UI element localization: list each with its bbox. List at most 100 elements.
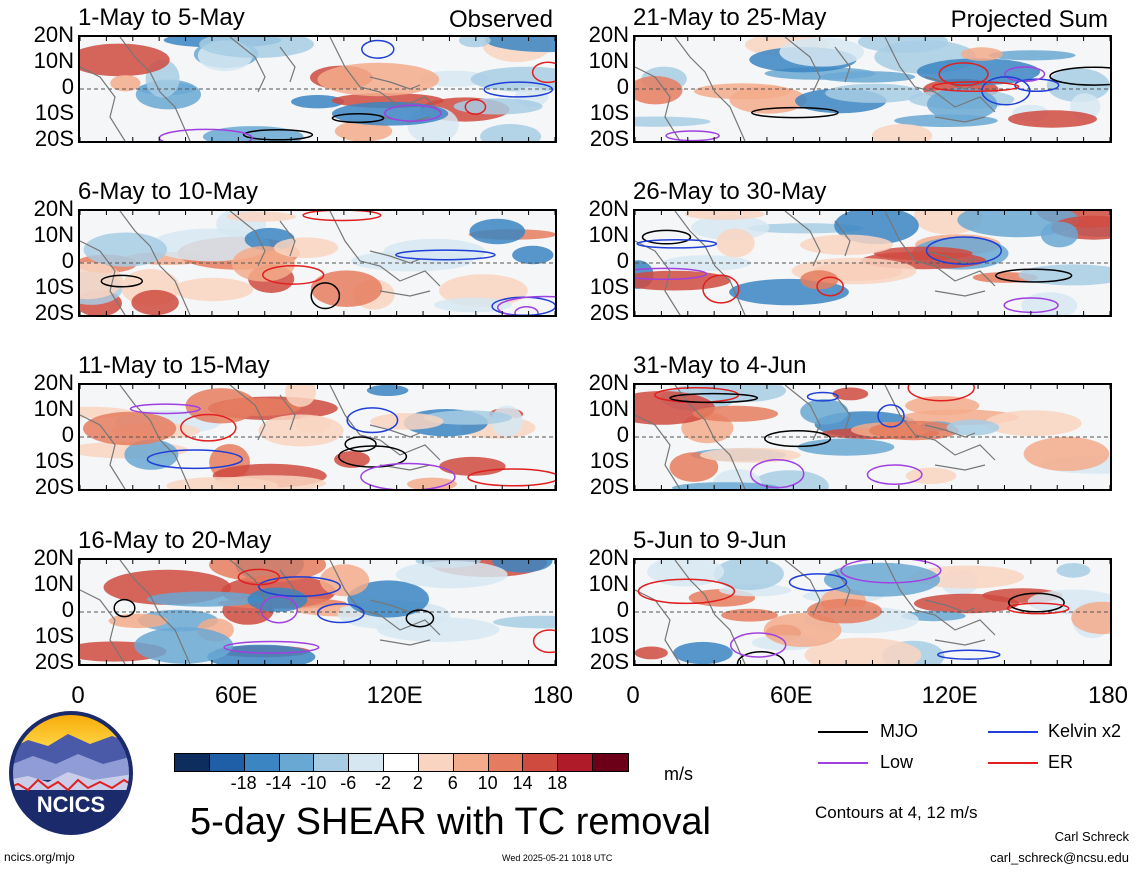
shear-map xyxy=(80,560,555,664)
latitude-label: 20S xyxy=(589,300,629,325)
legend-mjo-line xyxy=(818,731,868,733)
latitude-label: 10N xyxy=(33,48,74,73)
panel-title: 31-May to 4-Jun xyxy=(633,352,807,379)
latitude-label: 20N xyxy=(33,22,74,47)
colorbar-tick-label: -6 xyxy=(340,773,357,793)
panel-title: 1-May to 5-May xyxy=(78,4,245,31)
map-panel xyxy=(78,558,557,666)
shear-map xyxy=(80,37,555,141)
latitude-label: 10N xyxy=(588,48,629,73)
latitude-label: 20S xyxy=(589,649,629,674)
contours-note: Contours at 4, 12 m/s xyxy=(815,803,978,822)
longitude-label: 120E xyxy=(921,682,978,709)
legend-er-line xyxy=(988,762,1038,764)
panel-tag: Projected Sum xyxy=(950,6,1108,33)
map-panel xyxy=(633,209,1112,317)
map-panel xyxy=(78,35,557,143)
ncics-logo: NCICS xyxy=(8,710,134,836)
shear-map xyxy=(635,211,1110,315)
panel-tag: Observed xyxy=(448,6,553,33)
latitude-label: 10S xyxy=(589,274,629,299)
colorbar-cell xyxy=(349,754,385,771)
latitude-label: 20N xyxy=(588,196,629,221)
map-panel xyxy=(633,558,1112,666)
ncics-logo-icon: NCICS xyxy=(9,711,133,835)
latitude-label: 20N xyxy=(33,196,74,221)
footer-site: ncics.org/mjo xyxy=(4,850,75,864)
colorbar-cell xyxy=(175,754,210,771)
colorbar-tick-label: -10 xyxy=(300,773,327,793)
latitude-label: 10N xyxy=(588,222,629,247)
colorbar-tick-label: 10 xyxy=(477,773,498,793)
colorbar-cell xyxy=(384,754,419,771)
colorbar-cell xyxy=(209,754,245,771)
longitude-label: 60E xyxy=(769,682,813,709)
latitude-label: 0 xyxy=(61,248,74,273)
latitude-label: 10S xyxy=(589,100,629,125)
colorbar-tick-label: -2 xyxy=(375,773,392,793)
legend-low-label: Low xyxy=(880,752,914,772)
latitude-label: 10N xyxy=(588,571,629,596)
latitude-label: 0 xyxy=(61,597,74,622)
legend-kelvin-label: Kelvin x2 xyxy=(1048,721,1122,741)
latitude-label: 10N xyxy=(588,396,629,421)
latitude-label: 20N xyxy=(588,545,629,570)
panel-title: 11-May to 15-May xyxy=(78,352,270,379)
shear-map xyxy=(635,560,1110,664)
colorbar-tick-label: 14 xyxy=(512,773,533,793)
colorbar-cell xyxy=(418,754,454,771)
longitude-label: 180 xyxy=(1087,682,1129,709)
latitude-label: 0 xyxy=(61,74,74,99)
colorbar-cell xyxy=(279,754,315,771)
latitude-label: 10S xyxy=(34,100,74,125)
panel-title: 21-May to 25-May xyxy=(633,4,827,31)
panel-title: 5-Jun to 9-Jun xyxy=(633,527,787,554)
colorbar xyxy=(174,753,629,772)
longitude-label: 60E xyxy=(214,682,258,709)
colorbar-cell xyxy=(558,754,594,771)
latitude-label: 20N xyxy=(33,545,74,570)
panel-title: 26-May to 30-May xyxy=(633,178,827,205)
colorbar-cell xyxy=(314,754,350,771)
footer-timestamp: Wed 2025-05-21 1018 UTC xyxy=(502,853,613,863)
latitude-label: 10N xyxy=(33,571,74,596)
latitude-label: 20S xyxy=(589,126,629,151)
latitude-label: 20S xyxy=(34,126,74,151)
map-panel xyxy=(78,209,557,317)
colorbar-ticks: -18 -14 -10 -6 -2 2 6 10 14 18 xyxy=(174,773,627,795)
latitude-label: 10S xyxy=(34,274,74,299)
panel-title: 6-May to 10-May xyxy=(78,178,259,205)
longitude-label: 0 xyxy=(626,682,640,709)
colorbar-tick-label: 18 xyxy=(547,773,568,793)
shear-map xyxy=(635,385,1110,489)
panel-title: 16-May to 20-May xyxy=(78,527,272,554)
colorbar-unit: m/s xyxy=(664,764,693,784)
latitude-label: 0 xyxy=(616,74,629,99)
main-title: 5-day SHEAR with TC removal xyxy=(190,801,711,843)
longitude-label: 0 xyxy=(71,682,85,709)
latitude-label: 20N xyxy=(588,22,629,47)
latitude-label: 20S xyxy=(589,474,629,499)
colorbar-cell xyxy=(453,754,489,771)
legend-er-label: ER xyxy=(1048,752,1074,772)
map-panel xyxy=(633,35,1112,143)
latitude-label: 10S xyxy=(34,623,74,648)
map-panel xyxy=(78,383,557,491)
legend-mjo-label: MJO xyxy=(880,721,918,741)
colorbar-tick-label: -14 xyxy=(265,773,292,793)
latitude-label: 0 xyxy=(616,597,629,622)
colorbar-tick-label: 2 xyxy=(412,773,423,793)
colorbar-tick-label: 6 xyxy=(447,773,458,793)
colorbar-tick-label: -18 xyxy=(230,773,257,793)
latitude-label: 10N xyxy=(33,222,74,247)
colorbar-cell xyxy=(593,754,628,771)
shear-map xyxy=(635,37,1110,141)
map-panel xyxy=(633,383,1112,491)
latitude-label: 10S xyxy=(34,448,74,473)
longitude-label: 180 xyxy=(532,682,574,709)
latitude-label: 20S xyxy=(34,649,74,674)
latitude-label: 20S xyxy=(34,300,74,325)
latitude-label: 0 xyxy=(616,422,629,447)
shear-map xyxy=(80,211,555,315)
latitude-label: 20N xyxy=(33,370,74,395)
